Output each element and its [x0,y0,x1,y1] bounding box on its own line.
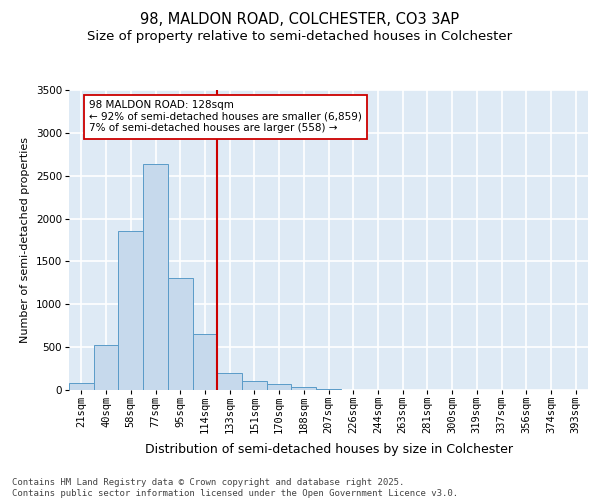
Bar [267,384,292,390]
Bar [217,373,242,390]
Bar [168,278,193,390]
Bar [316,388,341,390]
Bar [69,383,94,390]
Bar [94,344,118,390]
Text: Distribution of semi-detached houses by size in Colchester: Distribution of semi-detached houses by … [145,442,513,456]
Y-axis label: Number of semi-detached properties: Number of semi-detached properties [20,137,30,343]
Bar [193,334,217,390]
Text: 98, MALDON ROAD, COLCHESTER, CO3 3AP: 98, MALDON ROAD, COLCHESTER, CO3 3AP [140,12,460,28]
Text: Contains HM Land Registry data © Crown copyright and database right 2025.
Contai: Contains HM Land Registry data © Crown c… [12,478,458,498]
Bar [292,386,316,390]
Bar [143,164,168,390]
Text: 98 MALDON ROAD: 128sqm
← 92% of semi-detached houses are smaller (6,859)
7% of s: 98 MALDON ROAD: 128sqm ← 92% of semi-det… [89,100,362,134]
Bar [242,380,267,390]
Bar [118,232,143,390]
Text: Size of property relative to semi-detached houses in Colchester: Size of property relative to semi-detach… [88,30,512,43]
